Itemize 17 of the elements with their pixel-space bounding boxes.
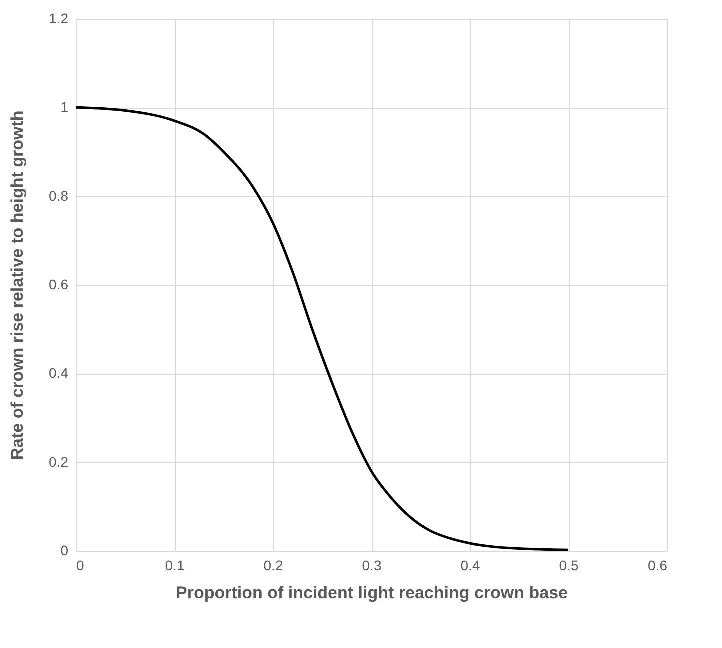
y-tick-label: 0 [60, 542, 69, 558]
x-tick-label: 0 [76, 558, 84, 574]
y-axis-title: Rate of crown rise relative to height growth [8, 110, 28, 460]
x-tick-label: 0.5 [559, 558, 579, 574]
x-tick-label: 0.2 [264, 558, 284, 574]
line-series [74, 106, 570, 552]
y-tick-label: 0.8 [49, 188, 69, 204]
x-tick-label: 0.6 [648, 558, 668, 574]
x-tick-label: 0.1 [165, 558, 185, 574]
y-tick-label: 0.6 [49, 276, 69, 292]
y-tick-label: 0.4 [49, 365, 69, 382]
y-tick-label: 1 [60, 99, 69, 116]
x-tick-label: 0.3 [362, 558, 382, 574]
y-tick-label: 1.2 [49, 10, 69, 26]
x-tick-label: 0.4 [460, 558, 480, 574]
x-axis-title: Proportion of incident light reaching crown base [176, 584, 568, 602]
y-tick-label: 0.2 [49, 454, 69, 470]
